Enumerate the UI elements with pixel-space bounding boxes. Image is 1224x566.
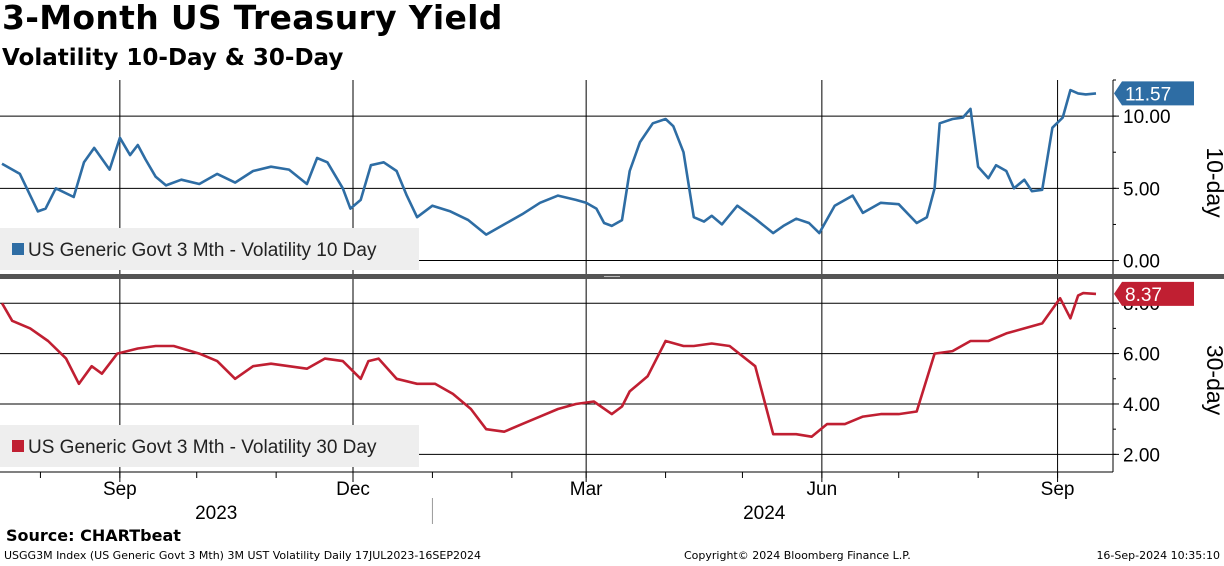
y-tick-label-top: 10.00 bbox=[1123, 107, 1171, 128]
axis-title-top: 10-day bbox=[1202, 147, 1224, 218]
y-tick-label-bottom: 6.00 bbox=[1123, 345, 1160, 366]
x-tick-label: Dec bbox=[336, 479, 370, 500]
y-tick-label-bottom: 2.00 bbox=[1123, 445, 1160, 466]
footer-description: USGG3M Index (US Generic Govt 3 Mth) 3M … bbox=[4, 549, 481, 562]
x-tick-label: Sep bbox=[1041, 479, 1075, 500]
page-subtitle: Volatility 10-Day & 30-Day bbox=[2, 45, 344, 71]
legend-label-bottom: US Generic Govt 3 Mth - Volatility 30 Da… bbox=[28, 437, 377, 458]
legend-box-bottom bbox=[0, 425, 419, 467]
last-value-tag-top bbox=[1114, 81, 1194, 106]
footer-copyright: Copyright© 2024 Bloomberg Finance L.P. bbox=[684, 549, 911, 562]
last-value-label-bottom: 8.37 bbox=[1125, 285, 1162, 306]
y-tick-label-top: 5.00 bbox=[1123, 179, 1160, 200]
x-tick-label: Jun bbox=[807, 479, 838, 500]
x-tick-label: Mar bbox=[570, 479, 603, 500]
page-title: 3-Month US Treasury Yield bbox=[2, 0, 503, 37]
x-year-label: 2024 bbox=[743, 503, 786, 524]
legend-swatch-top bbox=[12, 243, 24, 255]
x-tick-label: Sep bbox=[103, 479, 137, 500]
last-value-tag-bottom bbox=[1114, 281, 1194, 306]
legend-box-top bbox=[0, 228, 419, 270]
last-value-label-top: 11.57 bbox=[1125, 84, 1171, 105]
series-line-top bbox=[1, 88, 1097, 236]
source-note: Source: CHARTbeat bbox=[6, 526, 181, 545]
footer-timestamp: 16-Sep-2024 10:35:10 bbox=[1096, 549, 1220, 562]
y-tick-label-bottom: 4.00 bbox=[1123, 395, 1160, 416]
series-line-bottom bbox=[0, 291, 1097, 438]
axis-title-bottom: 30-day bbox=[1202, 345, 1224, 416]
legend-label-top: US Generic Govt 3 Mth - Volatility 10 Da… bbox=[28, 240, 377, 261]
legend-swatch-bottom bbox=[12, 440, 24, 452]
x-year-label: 2023 bbox=[195, 503, 237, 524]
y-tick-label-top: 0.00 bbox=[1123, 252, 1160, 273]
